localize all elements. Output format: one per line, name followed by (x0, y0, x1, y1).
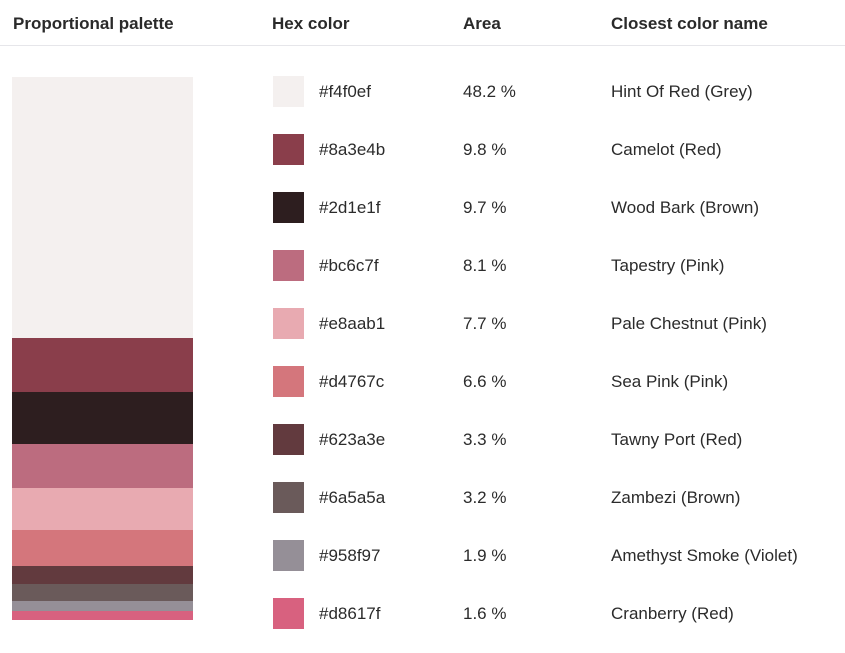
area-value: 6.6 % (463, 372, 507, 391)
color-name: Zambezi (Brown) (611, 488, 741, 507)
palette-segment (12, 611, 193, 620)
table-row: #6a5a5a 3.2 % Zambezi (Brown) (0, 482, 845, 514)
table-row: #e8aab1 7.7 % Pale Chestnut (Pink) (0, 308, 845, 340)
color-swatch (273, 192, 304, 223)
color-name: Amethyst Smoke (Violet) (611, 546, 798, 565)
table-header: Proportional palette Hex color Area Clos… (0, 0, 845, 46)
table-row: #d8617f 1.6 % Cranberry (Red) (0, 598, 845, 630)
hex-value: #f4f0ef (319, 82, 371, 101)
color-name: Sea Pink (Pink) (611, 372, 729, 391)
hex-value: #e8aab1 (319, 314, 386, 333)
area-value: 9.8 % (463, 140, 507, 159)
hex-value: #bc6c7f (319, 256, 379, 275)
hex-value: #623a3e (319, 430, 386, 449)
color-name: Wood Bark (Brown) (611, 198, 760, 217)
hex-value: #d4767c (319, 372, 385, 391)
palette-segment (12, 488, 193, 530)
color-swatch (273, 250, 304, 281)
color-swatch (273, 134, 304, 165)
palette-segment (12, 565, 193, 584)
table-row: #bc6c7f 8.1 % Tapestry (Pink) (0, 250, 845, 282)
color-name: Camelot (Red) (611, 140, 722, 159)
header-proportional-palette: Proportional palette (13, 14, 174, 33)
hex-value: #958f97 (319, 546, 381, 565)
area-value: 1.9 % (463, 546, 507, 565)
color-name: Pale Chestnut (Pink) (611, 314, 767, 333)
table-row: #958f97 1.9 % Amethyst Smoke (Violet) (0, 540, 845, 572)
proportional-palette-bar (12, 77, 193, 620)
color-swatch (273, 540, 304, 571)
color-swatch (273, 308, 304, 339)
area-value: 3.3 % (463, 430, 507, 449)
color-name: Tawny Port (Red) (611, 430, 743, 449)
header-area: Area (463, 14, 501, 33)
palette-segment (12, 391, 193, 445)
hex-value: #d8617f (319, 604, 381, 623)
area-value: 48.2 % (463, 82, 516, 101)
color-name: Tapestry (Pink) (611, 256, 725, 275)
color-swatch (273, 482, 304, 513)
header-closest-color-name: Closest color name (611, 14, 768, 33)
table-row: #623a3e 3.3 % Tawny Port (Red) (0, 424, 845, 456)
palette-segment (12, 529, 193, 566)
table-row: #2d1e1f 9.7 % Wood Bark (Brown) (0, 192, 845, 224)
area-value: 8.1 % (463, 256, 507, 275)
palette-segment (12, 583, 193, 601)
palette-segment (12, 444, 193, 489)
area-value: 1.6 % (463, 604, 507, 623)
palette-segment (12, 77, 193, 339)
area-value: 7.7 % (463, 314, 507, 333)
area-value: 9.7 % (463, 198, 507, 217)
hex-value: #2d1e1f (319, 198, 381, 217)
color-swatch (273, 424, 304, 455)
hex-value: #8a3e4b (319, 140, 386, 159)
color-name: Cranberry (Red) (611, 604, 734, 623)
color-name: Hint Of Red (Grey) (611, 82, 753, 101)
hex-value: #6a5a5a (319, 488, 386, 507)
palette-segment (12, 600, 193, 612)
area-value: 3.2 % (463, 488, 507, 507)
header-hex-color: Hex color (272, 14, 350, 33)
color-swatch (273, 598, 304, 629)
color-swatch (273, 366, 304, 397)
table-row: #d4767c 6.6 % Sea Pink (Pink) (0, 366, 845, 398)
color-swatch (273, 76, 304, 107)
table-row: #8a3e4b 9.8 % Camelot (Red) (0, 134, 845, 166)
table-row: #f4f0ef 48.2 % Hint Of Red (Grey) (0, 76, 845, 108)
palette-segment (12, 338, 193, 392)
